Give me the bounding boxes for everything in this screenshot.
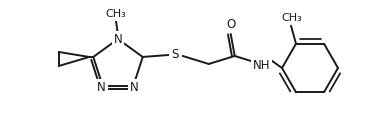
Text: O: O — [226, 18, 235, 32]
Text: S: S — [171, 48, 178, 61]
Text: CH₃: CH₃ — [282, 13, 302, 23]
Text: N: N — [98, 80, 106, 94]
Text: N: N — [113, 32, 122, 46]
Text: N: N — [130, 80, 139, 94]
Text: NH: NH — [253, 60, 271, 73]
Text: CH₃: CH₃ — [106, 9, 126, 19]
